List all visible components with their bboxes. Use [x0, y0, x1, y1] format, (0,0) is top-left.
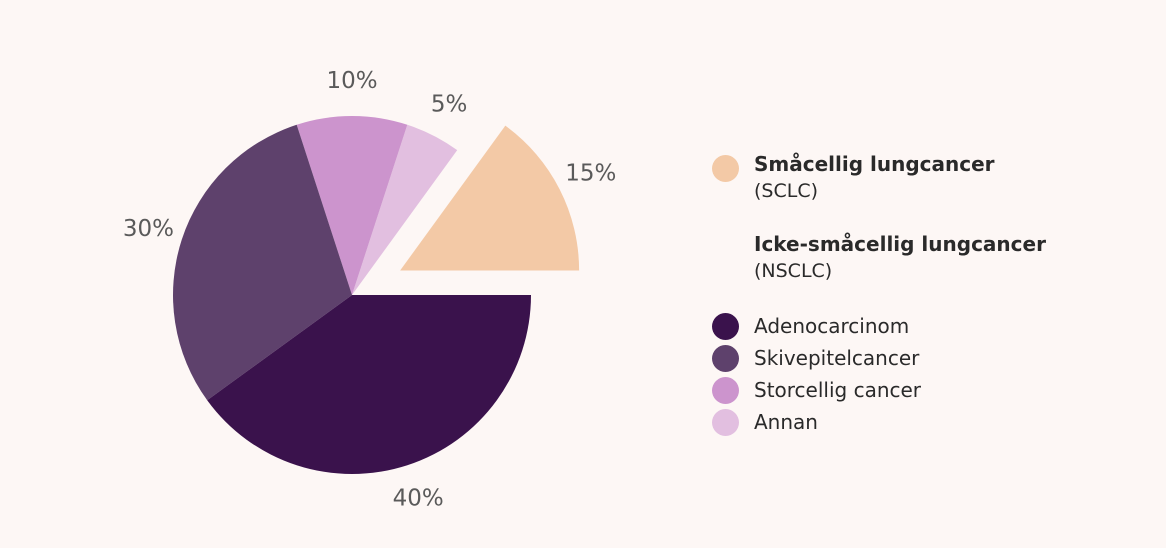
legend-dot — [712, 344, 739, 372]
pie-label-storcellig-cancer: 10% — [326, 68, 377, 94]
legend-item-label: Annan — [754, 410, 818, 434]
legend-item-label: Adenocarcinom — [754, 314, 910, 338]
legend-item-skivepitelcancer: Skivepitelcancer — [712, 342, 1152, 374]
legend: Småcellig lungcancer (SCLC) Icke-småcell… — [712, 150, 1152, 438]
pie-label-sm-cellig-lungcancer-sclc: 15% — [565, 160, 616, 186]
legend-group-subtitle: (NSCLC) — [754, 260, 833, 282]
legend-item-storcellig: Storcellig cancer — [712, 374, 1152, 406]
legend-dot-sclc — [712, 155, 739, 182]
pie-label-adenocarcinom: 40% — [393, 486, 444, 512]
legend-group-nsclc: Icke-småcellig lungcancer (NSCLC) — [712, 230, 1152, 284]
legend-item-annan: Annan — [712, 406, 1152, 438]
pie-slice-skivepitelcancer — [172, 124, 352, 401]
legend-dot — [712, 312, 739, 340]
legend-item-label: Storcellig cancer — [754, 378, 922, 402]
legend-item-adenocarcinom: Adenocarcinom — [712, 310, 1152, 342]
pie-slice-sm-cellig-lungcancer-sclc — [400, 125, 580, 271]
pie-label-skivepitelcancer: 30% — [123, 216, 174, 242]
legend-group-subtitle: (SCLC) — [754, 180, 819, 202]
pie-slice-adenocarcinom — [207, 295, 531, 474]
legend-group-title: Icke-småcellig lungcancer — [754, 232, 1046, 256]
legend-group-sclc: Småcellig lungcancer (SCLC) — [712, 150, 1152, 204]
legend-item-label: Skivepitelcancer — [754, 346, 920, 370]
pie-slice-storcellig-cancer — [296, 115, 408, 295]
legend-dot — [712, 376, 739, 404]
pie-label-annan: 5% — [431, 91, 468, 117]
legend-dot — [712, 408, 739, 436]
legend-group-title: Småcellig lungcancer — [754, 152, 995, 176]
pie-slice-annan — [352, 124, 458, 295]
